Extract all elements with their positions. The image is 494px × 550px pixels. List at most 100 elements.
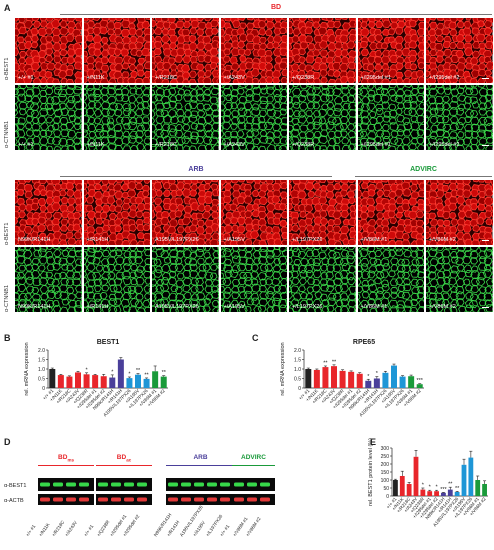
bar [447,489,453,496]
bar [434,491,439,496]
blot-band [137,482,147,487]
a1-green-micrograph-3 [220,85,287,150]
blot-strip-actb [166,494,235,505]
significance-marker: ** [332,359,337,365]
blot-band [247,482,257,487]
blot-band [234,482,244,487]
significance-marker: *** [417,378,424,384]
scale-bar [481,240,489,241]
a1-red-tile-6: +/I295del #2 [426,18,493,83]
a2-red-tile-label-1: +/R141H [86,237,109,243]
blot-band [181,497,191,502]
bar [339,370,346,388]
row-label-best1-2: α-BEST1 [4,222,10,245]
blot-band [181,482,191,487]
blot-row-label-best1: α-BEST1 [4,483,27,489]
scale-bar [481,307,489,308]
a2-red-micrograph-3 [220,180,287,245]
significance-marker: *** [440,487,447,493]
blot-band [53,497,63,502]
bar [482,484,487,496]
a2-green-tile-5: +/V86M #1 [357,247,424,312]
a2-green-micrograph-3 [220,247,287,312]
blot-group-line [232,465,275,466]
a1-green-tile-label-3: +/A243V [223,142,245,148]
a1-red-micrograph-2 [152,18,219,83]
blot-strip-best1 [166,478,235,491]
a1-red-micrograph-5 [357,18,424,83]
a1-green-tile-3: +/A243V [220,85,287,150]
blot-band [260,482,270,487]
bar [57,375,64,388]
bar [152,371,159,388]
bar [49,369,56,388]
blot-band [40,497,50,502]
bar [365,380,372,388]
y-tick-label: 50 [383,486,389,492]
y-tick-label: 0 [386,494,389,500]
a2-red-tile-label-2: A195V/L197PX26 [155,237,199,243]
blot-band [220,497,230,502]
bar [66,376,73,388]
a2-green-micrograph-6 [426,247,493,312]
blot-lane-label: +/+ #1 [218,523,231,538]
bar [75,372,81,388]
bar [393,480,398,496]
a1-red-micrograph-0 [15,18,82,83]
panel-letter-a: A [4,3,11,13]
bar [441,492,446,496]
y-tick-label: 1.0 [38,367,45,373]
panel-letter-d: D [4,437,11,447]
y-tick-label: 300 [381,446,390,452]
a1-green-tile-label-2: +/R218C [155,142,177,148]
blot-group-label: ADVIRC [241,454,266,461]
a2-green-tile-label-3: +/A195V [223,304,245,310]
group-line-advirc [355,176,492,177]
significance-marker: ** [144,372,149,378]
bar [109,377,116,388]
a2-green-tile-label-2: A195V/L197PX26 [155,304,199,310]
blot-band [247,497,257,502]
blot-band [207,497,217,502]
a1-red-micrograph-3 [220,18,287,83]
bar [399,476,405,496]
a2-red-tile-4: +/L197PX26 [289,180,356,245]
a2-green-tile-label-1: +/R141H [86,304,109,310]
a1-red-tile-5: +/I295del #1 [357,18,424,83]
bar [331,366,337,388]
bar [160,376,167,388]
bar [427,491,433,496]
y-tick-label: 0.5 [38,377,45,383]
bar [373,378,380,388]
a1-red-tile-label-6: +/I295del #2 [429,75,460,81]
a2-green-micrograph-5 [357,247,424,312]
a1-red-tile-3: +/A243V [220,18,287,83]
blot-lane-label: +/A243V [63,520,79,538]
a1-red-micrograph-6 [426,18,493,83]
a2-green-micrograph-1 [83,247,150,312]
bar [313,369,320,388]
bar [143,378,150,388]
panel-letter-e: E [370,437,377,447]
significance-marker: * [429,485,432,491]
a2-red-tile-1: +/R141H [83,180,150,245]
blot-band [79,482,89,487]
blot-strip-best1 [232,478,275,491]
a2-green-tile-6: +/V86M #2 [426,247,493,312]
bar [305,369,312,388]
a1-green-tile-2: +/R218C [152,85,219,150]
a1-green-tile-label-1: +/N11K [86,142,105,148]
bar [322,367,329,388]
blot-band [234,497,244,502]
blot-group-label: BDac [116,454,132,463]
a2-green-tile-1: +/R141H [83,247,150,312]
a2-red-tile-label-3: +/A195V [223,237,245,243]
a1-red-micrograph-1 [83,18,150,83]
bar [408,376,415,388]
a2-red-tile-0: N99K/R141H [15,180,82,245]
y-tick-label: 0 [42,386,45,392]
panel-letter-c: C [252,333,259,343]
y-axis-label: rel. BEST1 protein level (%) [368,438,374,506]
blot-lane-label: +/N11K [37,522,51,538]
blot-group-subscript: ms [67,457,74,463]
